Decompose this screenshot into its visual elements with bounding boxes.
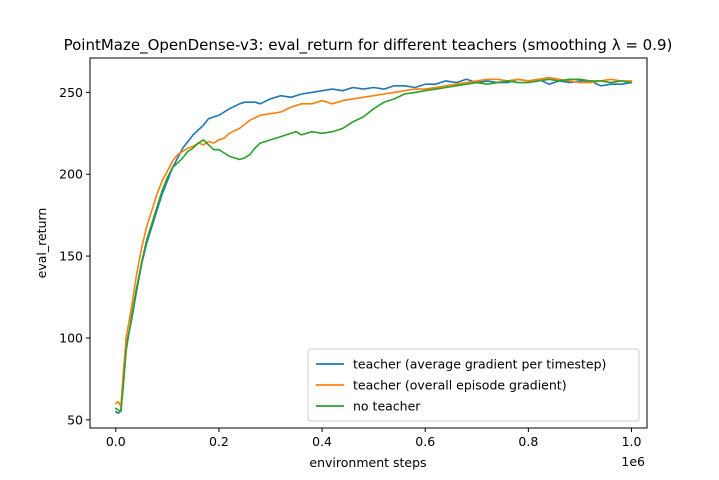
y-axis: 50 100 150 200 250 (59, 85, 90, 427)
legend: teacher (average gradient per timestep) t… (307, 348, 640, 422)
legend-label: teacher (overall episode gradient) (353, 378, 567, 393)
x-tick-label: 0.6 (415, 434, 435, 449)
x-tick-label: 0.2 (209, 434, 229, 449)
x-axis: 0.0 0.2 0.4 0.6 0.8 1.0 (106, 428, 642, 449)
y-axis-label: eval_return (34, 208, 49, 279)
series-line-3 (115, 78, 633, 413)
legend-label: teacher (average gradient per timestep) (353, 357, 606, 372)
plot-area (115, 76, 633, 415)
series-line-2 (115, 76, 633, 408)
legend-label: no teacher (353, 399, 421, 414)
x-tick-label: 0.0 (106, 434, 126, 449)
x-axis-label: environment steps (309, 455, 426, 470)
x-tick-label: 0.8 (518, 434, 538, 449)
x-axis-multiplier: 1e6 (621, 454, 645, 469)
y-tick-label: 200 (59, 167, 83, 182)
y-tick-label: 50 (67, 412, 83, 427)
chart-title: PointMaze_OpenDense-v3: eval_return for … (64, 36, 673, 55)
y-tick-label: 250 (59, 85, 83, 100)
plot-frame (89, 57, 648, 429)
y-tick-label: 150 (59, 249, 83, 264)
x-tick-label: 0.4 (312, 434, 332, 449)
y-tick-label: 100 (59, 330, 83, 345)
x-tick-label: 1.0 (622, 434, 642, 449)
legend-box (307, 348, 640, 422)
